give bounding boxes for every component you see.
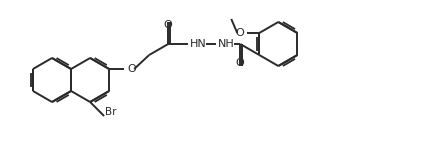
Text: O: O <box>236 58 245 68</box>
Text: O: O <box>236 28 244 38</box>
Text: O: O <box>127 64 136 74</box>
Text: NH: NH <box>218 39 235 49</box>
Text: HN: HN <box>190 39 207 49</box>
Text: O: O <box>164 20 173 30</box>
Text: Br: Br <box>105 107 117 117</box>
